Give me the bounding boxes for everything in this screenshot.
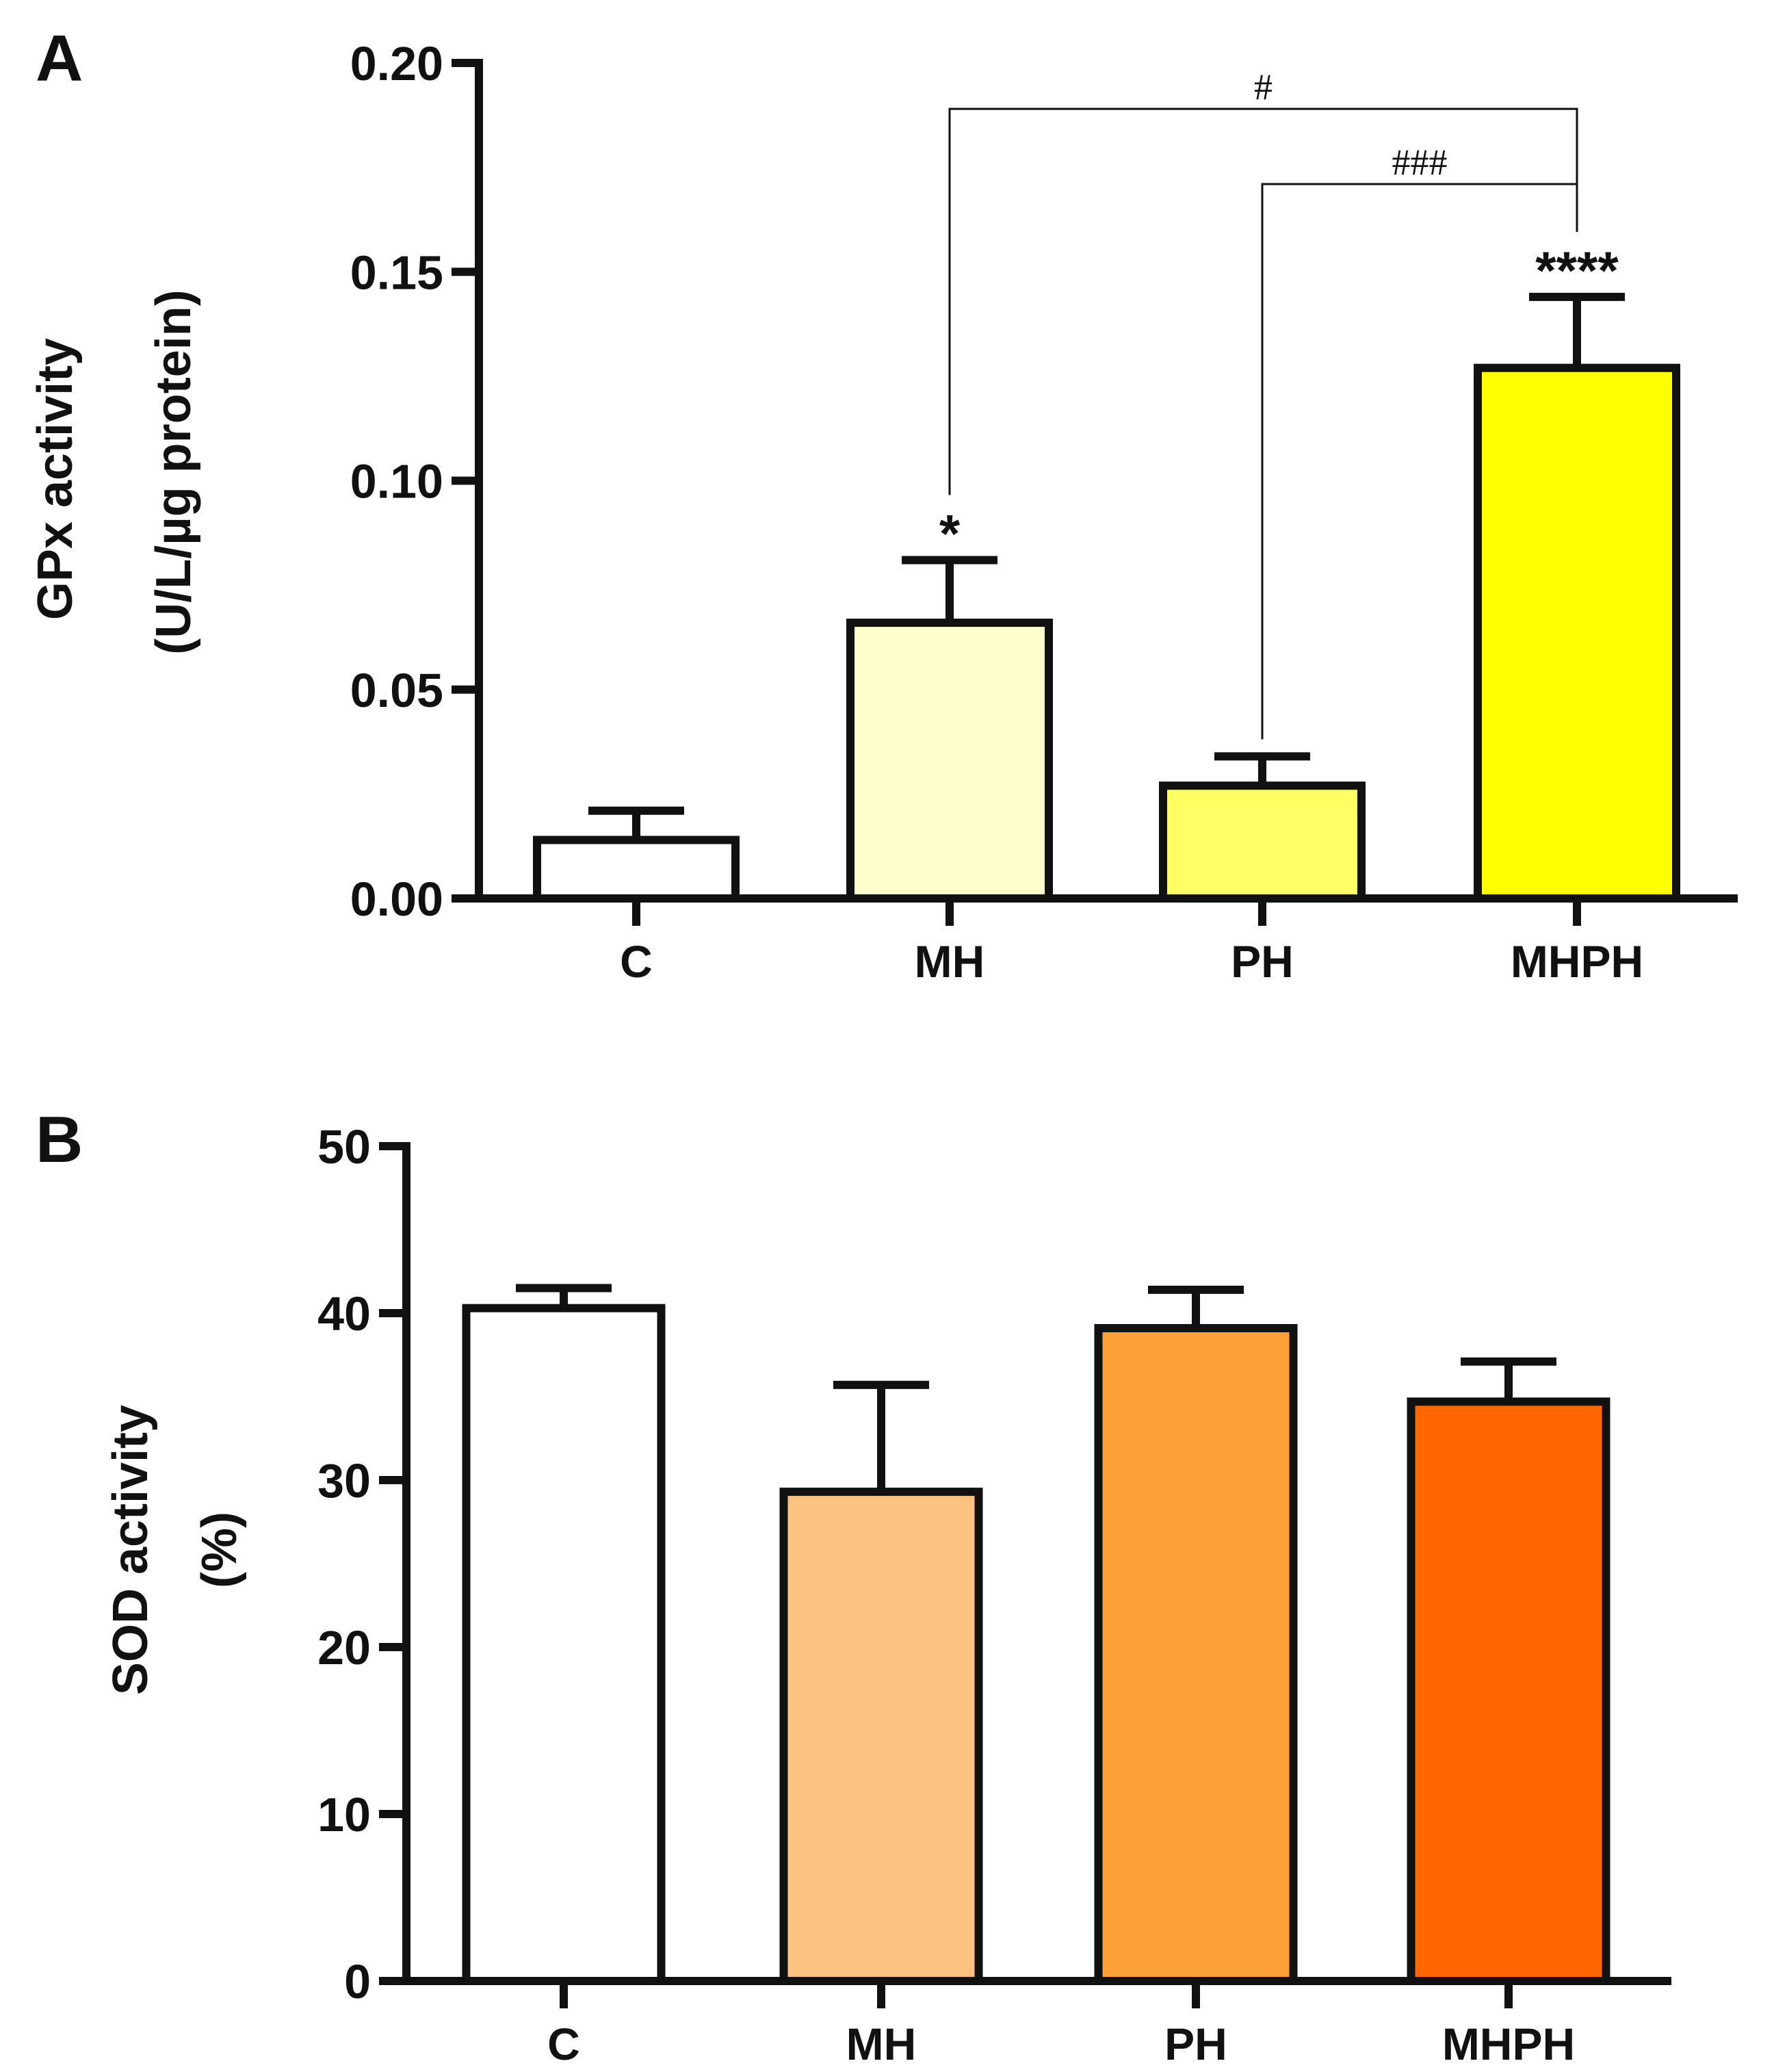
- panel-a-significance-mhph: ****: [1535, 240, 1619, 300]
- panel-a-ylabel-line2: (U/L/µg protein): [146, 289, 201, 654]
- panel-a-xtick-label-ph: PH: [1231, 936, 1294, 987]
- panel-b-ytick-label: 0: [344, 1955, 371, 2008]
- panel-b-bar-mh: [779, 1488, 983, 1986]
- panel-a-bar-c: [533, 836, 740, 903]
- panel-a-ylabel-line1: GPx activity: [28, 338, 83, 620]
- panel-b-ytick-label: 30: [317, 1454, 371, 1507]
- panel-b-xtick-label-c: C: [547, 2019, 580, 2069]
- panel-a-comparison-label: #: [1254, 66, 1273, 107]
- panel-b-bars: [462, 1284, 1610, 1986]
- panel-a-xtick-label-c: C: [620, 936, 653, 987]
- panel-a-letter: A: [36, 22, 83, 95]
- panel-a-annotations: *****####: [939, 66, 1619, 740]
- panel-a-ytick-label: 0.20: [350, 37, 443, 90]
- panel-a-ytick-label: 0.00: [350, 872, 443, 926]
- panel-b-ytick-label: 40: [317, 1287, 371, 1341]
- panel-a-bar-mhph: [1474, 363, 1680, 903]
- panel-b-bar-c: [462, 1304, 666, 1986]
- panel-b-bar-ph: [1094, 1323, 1298, 1985]
- panel-b-ytick-label: 10: [317, 1788, 371, 1841]
- panel-b-letter: B: [36, 1103, 83, 1176]
- panel-b-xtick-label-ph: PH: [1164, 2019, 1227, 2069]
- panel-a-ticks: 0.000.050.100.150.20C MH PH MHPH: [350, 37, 1643, 987]
- panel-a-comparison-bracket: [1261, 183, 1578, 740]
- panel-a-gpx-chart: A 0.000.050.100.150.20C MH PH MHPH *****###…: [28, 22, 1738, 987]
- panel-b-ylabel-line2: (%): [192, 1512, 247, 1588]
- panel-a-significance-mh: *: [939, 503, 961, 563]
- panel-a-bar-mh: [846, 619, 1053, 903]
- panel-a-ytick-label: 0.05: [350, 664, 443, 717]
- panel-b-ytick-label: 50: [317, 1120, 371, 1174]
- panel-a-xtick-label-mh: MH: [915, 936, 985, 987]
- panel-b-ytick-label: 20: [317, 1621, 371, 1674]
- panel-a-bar-ph: [1159, 781, 1366, 903]
- panel-a-ytick-label: 0.15: [350, 246, 443, 299]
- panel-b-bar-mhph: [1407, 1397, 1610, 1986]
- panel-a-ytick-label: 0.10: [350, 455, 443, 508]
- panel-a-comparison-bracket: [948, 107, 1578, 495]
- panel-a-bars: [533, 292, 1680, 903]
- panel-b-xtick-label-mhph: MHPH: [1442, 2019, 1575, 2069]
- panel-a-comparison-label: ###: [1392, 142, 1448, 183]
- panel-b-xtick-label-mh: MH: [846, 2019, 917, 2069]
- panel-b-ylabel-line1: SOD activity: [103, 1405, 158, 1695]
- panel-a-xtick-label-mhph: MHPH: [1511, 936, 1643, 987]
